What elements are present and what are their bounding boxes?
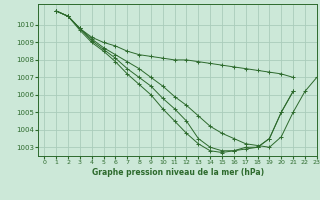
X-axis label: Graphe pression niveau de la mer (hPa): Graphe pression niveau de la mer (hPa) [92,168,264,177]
